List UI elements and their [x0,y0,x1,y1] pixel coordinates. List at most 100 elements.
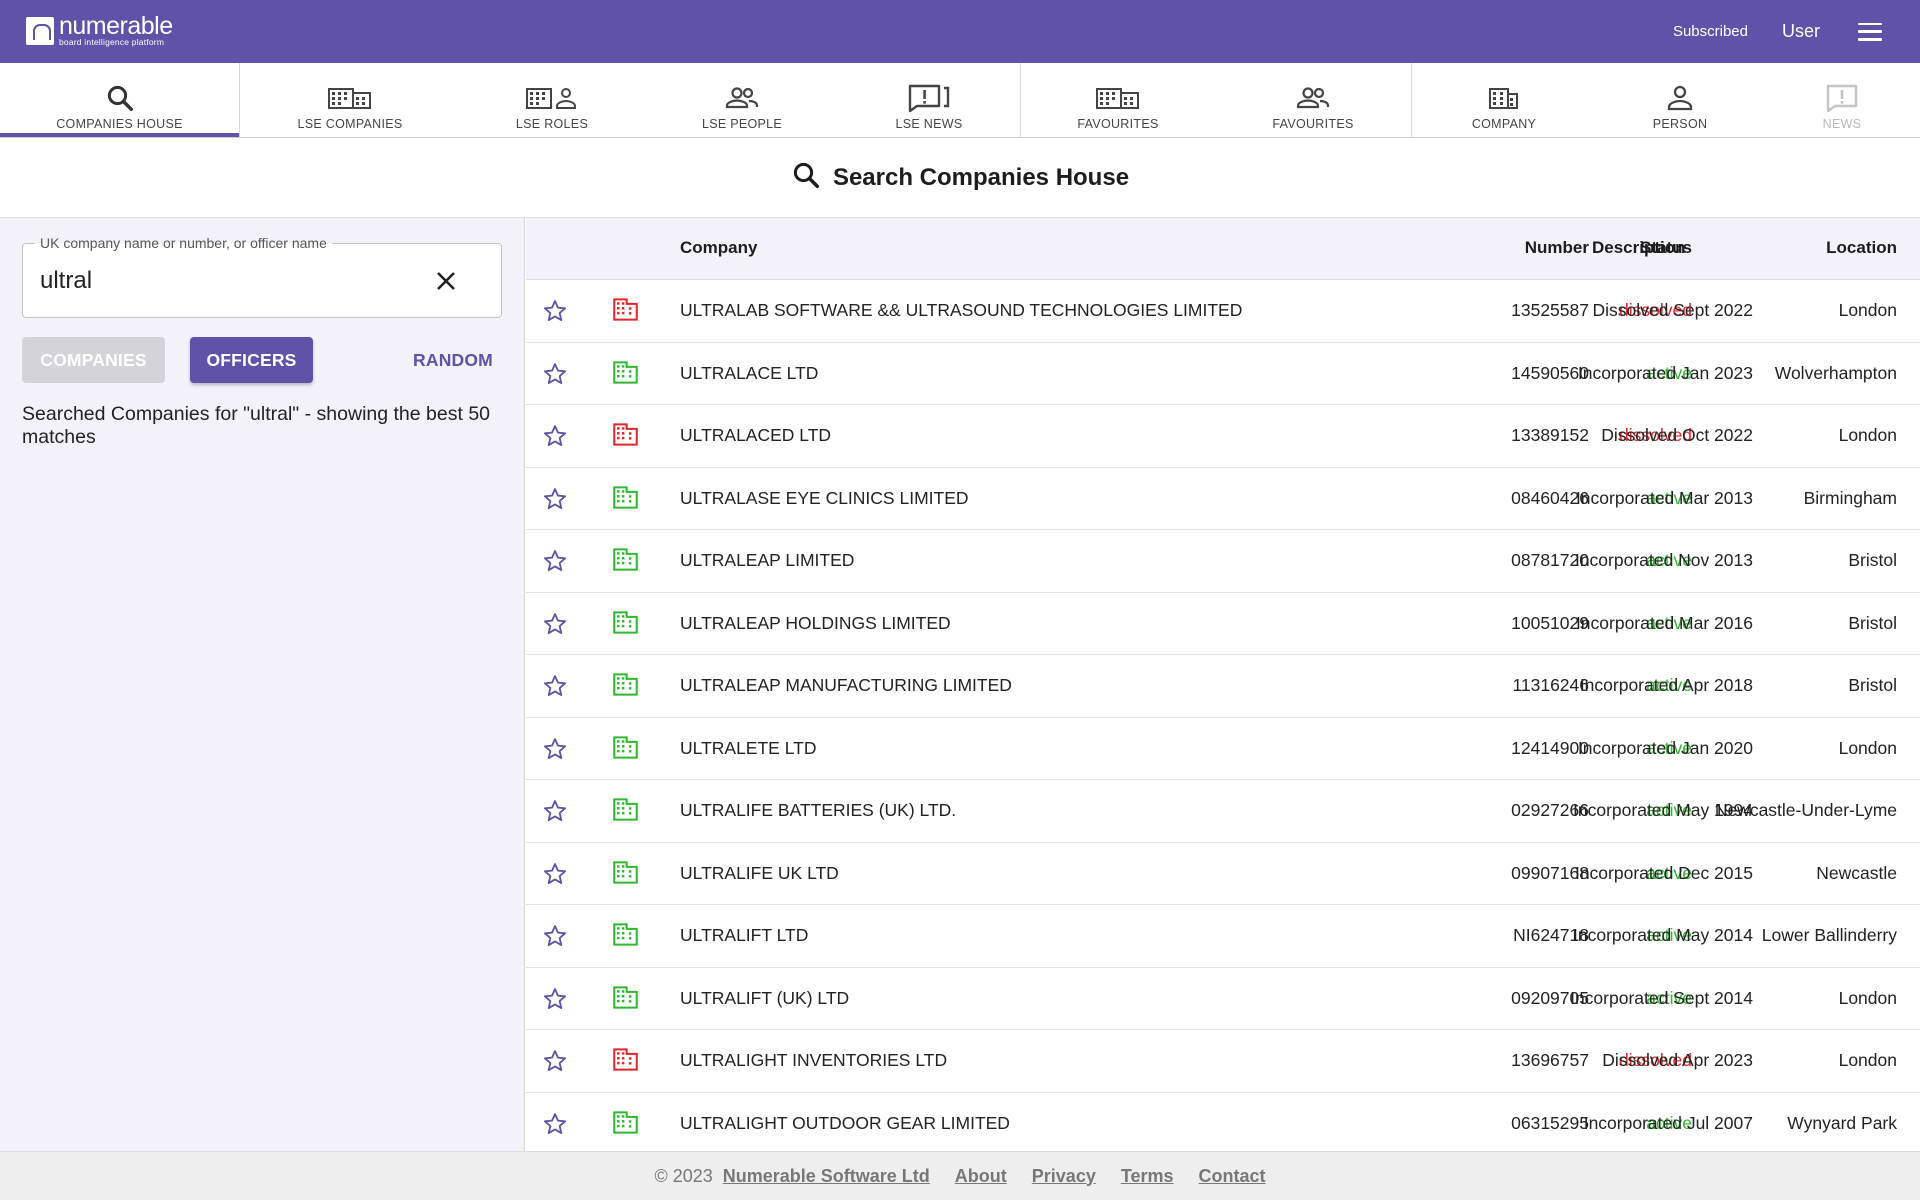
company-description: Incorporated Jul 2007 [1583,1112,1753,1133]
results-table: Company Number Status Description Locati… [526,218,1920,1151]
company-name[interactable]: ULTRALEAP MANUFACTURING LIMITED [680,675,1012,695]
tab-label: PERSON [1652,117,1708,131]
star-icon[interactable] [542,548,568,574]
company-description: Incorporated Jan 2020 [1577,737,1753,758]
table-row[interactable]: ULTRALEAP MANUFACTURING LIMITED 11316246 a… [526,655,1920,718]
building-icon [612,609,639,636]
building-icon [612,921,639,948]
status-badge: active [1646,1112,1692,1133]
tab-favourite-people[interactable]: FAVOURITES [1231,63,1395,137]
numerable-logo[interactable]: numerable board intelligence platform [26,14,173,47]
status-badge: active [1646,800,1692,820]
tab-favourite-companies[interactable]: FAVOURITES [1036,63,1200,137]
star-icon[interactable] [542,486,568,512]
user-menu[interactable]: User [1781,21,1820,41]
subscribed-link[interactable]: Subscribed [1672,23,1748,40]
company-name[interactable]: ULTRALIFT (UK) LTD [680,987,850,1008]
footer-link-contact[interactable]: Contact [1198,1165,1266,1186]
company-name[interactable]: ULTRALACED LTD [680,425,832,445]
status-badge: active [1646,550,1692,570]
column-header-company[interactable]: Company [680,238,758,257]
search-input[interactable] [40,264,420,298]
company-name[interactable]: ULTRALEAP HOLDINGS LIMITED [680,612,951,633]
table-row[interactable]: ULTRALACED LTD 13389152 dissolved Dissolved… [526,405,1920,468]
search-field-label: UK company name or number, or officer na… [35,235,332,251]
random-button[interactable]: RANDOM [413,349,493,370]
star-icon[interactable] [542,1048,568,1074]
tab-companies-house[interactable]: COMPANIES HOUSE [0,63,239,137]
star-icon[interactable] [542,611,568,637]
building-icon [612,796,639,823]
tab-company[interactable]: COMPANY [1422,63,1586,137]
table-row[interactable]: ULTRALACE LTD 14590560 active Incorporated … [526,343,1920,405]
close-icon[interactable] [435,270,457,292]
company-number: 10051029 [1511,612,1589,633]
star-icon[interactable] [542,736,568,762]
table-row[interactable]: ULTRALIFE UK LTD 09907168 active Incorporat… [526,843,1920,905]
tab-lse-people[interactable]: LSE PEOPLE [660,63,824,137]
star-icon[interactable] [542,861,568,887]
table-row[interactable]: ULTRALIFT LTD NI624718 active Incorporated … [526,905,1920,968]
table-row[interactable]: ULTRALETE LTD 12414900 active Incorporated … [526,718,1920,780]
hamburger-menu-icon[interactable] [1858,22,1882,41]
company-name[interactable]: ULTRALIFT LTD [680,925,809,945]
company-number: 09907168 [1511,862,1589,883]
companies-button[interactable]: COMPANIES [22,337,165,383]
tab-person[interactable]: PERSON [1598,63,1762,137]
company-name[interactable]: ULTRALIFE BATTERIES (UK) LTD. [680,800,957,820]
table-row[interactable]: ULTRALIFT (UK) LTD 09209705 active Incorpor… [526,968,1920,1030]
star-icon[interactable] [542,1111,568,1137]
people-icon [1296,81,1330,115]
officers-button[interactable]: OFFICERS [190,337,313,383]
star-icon[interactable] [542,986,568,1012]
table-row[interactable]: ULTRALASE EYE CLINICS LIMITED 08460426 act… [526,468,1920,530]
footer-link-about[interactable]: About [954,1165,1007,1186]
tab-label: COMPANIES HOUSE [56,117,183,131]
company-description: Incorporated May 2014 [1573,925,1753,945]
star-icon[interactable] [542,298,568,324]
building-icon [612,359,639,386]
company-location: London [1838,425,1897,445]
table-row[interactable]: ULTRALEAP HOLDINGS LIMITED 10051029 active… [526,593,1920,655]
star-icon[interactable] [542,673,568,699]
star-icon[interactable] [542,423,568,449]
table-header: Company Number Status Description Locati… [526,218,1920,280]
person-icon [1667,81,1693,115]
tab-lse-roles[interactable]: LSE ROLES [470,63,634,137]
company-name[interactable]: ULTRALIFE UK LTD [680,862,839,883]
status-badge: active [1646,925,1692,945]
company-name[interactable]: ULTRALEAP LIMITED [680,550,855,570]
tab-lse-companies[interactable]: LSE COMPANIES [250,63,450,137]
tab-label: LSE COMPANIES [297,117,403,131]
company-name[interactable]: ULTRALIGHT OUTDOOR GEAR LIMITED [680,1112,1010,1133]
column-header-description[interactable]: Description [1592,238,1686,257]
company-location: Birmingham [1803,487,1897,508]
star-icon[interactable] [542,923,568,949]
star-icon[interactable] [542,798,568,824]
company-number: 13525587 [1511,300,1589,320]
company-name[interactable]: ULTRALACE LTD [680,362,819,383]
company-name[interactable]: ULTRALIGHT INVENTORIES LTD [680,1050,948,1070]
building-icon [612,484,639,511]
table-row[interactable]: ULTRALIGHT INVENTORIES LTD 13696757 dissol… [526,1030,1920,1093]
table-row[interactable]: ULTRALAB SOFTWARE && ULTRASOUND TECHNOLO… [526,280,1920,343]
column-header-location[interactable]: Location [1826,238,1897,257]
footer-link-privacy[interactable]: Privacy [1031,1165,1096,1186]
buildings-icon [1096,81,1140,115]
company-number: 09209705 [1511,987,1589,1008]
star-icon[interactable] [542,361,568,387]
news-icon [1825,81,1859,115]
company-name[interactable]: ULTRALETE LTD [680,737,817,758]
search-field: UK company name or number, or officer na… [22,235,502,318]
company-name[interactable]: ULTRALASE EYE CLINICS LIMITED [680,487,969,508]
table-row[interactable]: ULTRALEAP LIMITED 08781720 active Incorpora… [526,530,1920,593]
company-location: London [1838,300,1897,320]
company-name[interactable]: ULTRALAB SOFTWARE && ULTRASOUND TECHNOLO… [680,300,1243,320]
table-row[interactable]: ULTRALIGHT OUTDOOR GEAR LIMITED 06315295 a… [526,1093,1920,1152]
tab-lse-news[interactable]: LSE NEWS [847,63,1011,137]
table-row[interactable]: ULTRALIFE BATTERIES (UK) LTD. 02927266 act… [526,780,1920,843]
footer-link-terms[interactable]: Terms [1120,1165,1174,1186]
footer-link-company[interactable]: Numerable Software Ltd [722,1165,930,1186]
column-header-number[interactable]: Number [1524,238,1589,257]
column-header-status[interactable]: Status [1640,238,1692,257]
